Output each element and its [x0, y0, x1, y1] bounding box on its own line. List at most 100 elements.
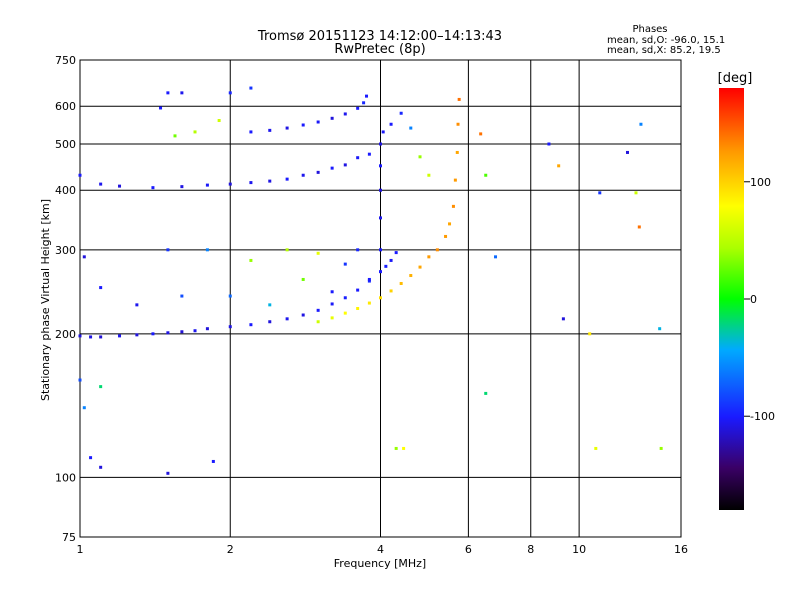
- colorbar-label: [deg]: [718, 71, 753, 86]
- echo-point: [99, 286, 103, 290]
- echo-point: [343, 163, 347, 167]
- echo-point: [418, 155, 422, 159]
- echo-point: [367, 279, 371, 283]
- echo-point: [625, 150, 629, 154]
- echo-point: [228, 91, 232, 95]
- echo-point: [249, 130, 253, 134]
- y-tick-label: 400: [55, 184, 76, 197]
- echo-point: [285, 248, 289, 252]
- echo-point: [135, 333, 139, 337]
- chart-subtitle: RwPretec (8p): [334, 42, 425, 57]
- echo-point: [249, 181, 253, 185]
- echo-point: [159, 106, 163, 110]
- echo-point: [228, 182, 232, 186]
- echo-point: [330, 166, 334, 170]
- echo-point: [249, 323, 253, 327]
- echo-point: [658, 327, 662, 331]
- chart-title: Tromsø 20151123 14:12:00–14:13:43: [257, 29, 502, 44]
- echo-point: [173, 134, 177, 138]
- echo-point: [228, 294, 232, 298]
- echo-point: [356, 288, 360, 292]
- echo-point: [444, 234, 448, 238]
- echo-point: [193, 329, 197, 333]
- echo-point: [379, 248, 382, 252]
- echo-point: [384, 264, 388, 268]
- colorbar-ticks: 100 0 -100: [744, 176, 775, 423]
- echo-point: [249, 258, 253, 262]
- x-tick-label: 4: [377, 543, 384, 556]
- echo-point: [211, 459, 215, 463]
- echo-point: [399, 281, 403, 285]
- echo-point: [301, 173, 305, 177]
- echo-point: [367, 152, 371, 156]
- echo-point: [379, 270, 382, 274]
- echo-point: [379, 188, 382, 192]
- echo-point: [427, 255, 431, 259]
- x-tick-label: 16: [674, 543, 688, 556]
- colorbar-tick-label: 100: [750, 176, 771, 189]
- echo-point: [330, 116, 334, 120]
- echo-point: [78, 378, 82, 382]
- echo-point: [180, 185, 184, 189]
- echo-point: [418, 265, 422, 269]
- echo-point: [381, 130, 385, 134]
- echo-point: [118, 334, 122, 338]
- echo-point: [362, 101, 366, 105]
- echo-point: [343, 311, 347, 315]
- echo-point: [99, 335, 103, 339]
- echo-point: [455, 150, 459, 154]
- colorbar: [719, 88, 744, 510]
- echo-point: [166, 248, 170, 252]
- echo-point: [409, 126, 413, 130]
- echo-point: [205, 248, 209, 252]
- echo-point: [151, 186, 155, 190]
- x-tick-label: 2: [227, 543, 234, 556]
- colorbar-tick-label: -100: [750, 410, 775, 423]
- echo-point: [561, 317, 565, 321]
- echo-point: [330, 290, 334, 294]
- echo-point: [330, 316, 334, 320]
- x-tick-label: 1: [77, 543, 84, 556]
- echo-point: [484, 391, 488, 395]
- x-tick-label: 8: [527, 543, 534, 556]
- stats-heading: Phases: [632, 24, 667, 35]
- x-tick-label: 6: [465, 543, 472, 556]
- echo-point: [316, 308, 320, 312]
- echo-point: [639, 122, 643, 126]
- x-tick-labels: 1 2 4 6 8 10 16: [77, 543, 689, 556]
- echo-point: [268, 179, 272, 183]
- stats-o-line: mean, sd,O: -96.0, 15.1: [607, 35, 725, 46]
- echo-point: [118, 184, 122, 188]
- echo-point: [453, 178, 457, 182]
- echo-point: [316, 320, 320, 324]
- echo-point: [151, 332, 155, 336]
- y-tick-label: 750: [55, 54, 76, 67]
- echo-point: [394, 251, 398, 255]
- echo-point: [301, 313, 305, 317]
- echo-point: [588, 332, 592, 336]
- echo-point: [356, 106, 360, 110]
- echo-point: [451, 204, 455, 208]
- echo-point: [343, 112, 347, 116]
- colorbar-tick-label: 0: [750, 293, 757, 306]
- echo-point: [82, 255, 86, 259]
- echo-point: [367, 277, 371, 281]
- echo-point: [343, 262, 347, 266]
- echo-point: [330, 302, 334, 306]
- echo-point: [637, 225, 641, 229]
- echo-point: [285, 177, 289, 181]
- echo-point: [99, 182, 103, 186]
- y-tick-label: 100: [55, 471, 76, 484]
- echo-point: [409, 274, 413, 278]
- echo-point: [78, 173, 82, 177]
- echo-point: [448, 222, 452, 226]
- echo-point: [205, 327, 209, 331]
- echo-point: [249, 86, 253, 90]
- echo-point: [193, 130, 197, 134]
- echo-point: [268, 320, 272, 324]
- echo-point: [205, 183, 209, 187]
- echo-point: [99, 385, 103, 389]
- echo-point: [316, 120, 320, 124]
- echo-point: [285, 317, 289, 321]
